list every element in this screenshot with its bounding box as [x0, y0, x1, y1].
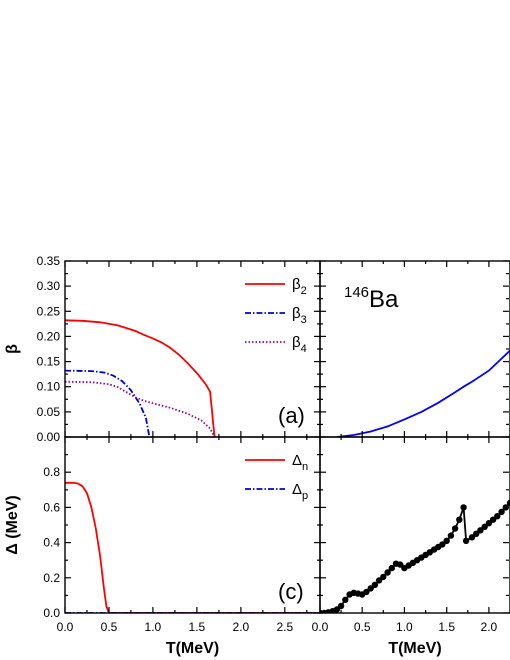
legend-label-a-1: β3 — [292, 305, 307, 326]
data-point-d-41 — [489, 516, 497, 523]
data-point-d-37 — [473, 530, 480, 537]
x-tick-label-c: 1.5 — [189, 620, 206, 634]
data-point-d-15 — [380, 573, 387, 581]
y-tick-label-a: 0.25 — [37, 304, 61, 318]
y-tick-label-a: 0.20 — [37, 329, 61, 343]
data-point-d-34 — [460, 504, 467, 511]
x-tick-label-d: 0.0 — [312, 620, 329, 634]
data-point-d-31 — [447, 532, 455, 539]
x-axis-label-c: T(MeV) — [166, 640, 219, 657]
series-line-c-0 — [65, 481, 320, 613]
panel-label-a: (a) — [278, 403, 305, 428]
data-point-d-44 — [502, 504, 509, 511]
data-point-d-17 — [388, 564, 395, 572]
data-point-d-39 — [481, 523, 488, 530]
series-line-b-0 — [336, 349, 510, 437]
x-tick-label-d: 1.5 — [438, 620, 455, 634]
y-tick-label-c: 0.6 — [43, 500, 60, 514]
panel-d: 0.0 0.5 1.0 1.5 2.0 T(MeV) — [312, 436, 510, 657]
y-tick-label-a: 0.35 — [37, 254, 61, 268]
y-tick-label-a: 0.10 — [37, 380, 61, 394]
x-tick-label-d: 2.0 — [481, 620, 498, 634]
x-tick-label-c: 2.0 — [233, 620, 250, 634]
y-tick-label-c: 0.4 — [43, 536, 60, 550]
data-point-d-4 — [333, 606, 341, 613]
data-point-d-42 — [494, 513, 501, 520]
data-point-d-36 — [468, 534, 476, 541]
data-point-d-33 — [456, 516, 463, 523]
x-tick-label-c: 0.5 — [101, 620, 118, 634]
x-tick-label-c: 1.0 — [145, 620, 162, 634]
x-tick-label-c: 2.5 — [276, 620, 293, 634]
data-point-d-13 — [371, 581, 379, 588]
data-point-d-16 — [384, 569, 391, 576]
y-tick-label-a: 0.30 — [37, 279, 61, 293]
legend-label-a-0: β2 — [292, 276, 307, 297]
axes-frame-d — [319, 436, 510, 614]
data-point-d-5 — [337, 602, 345, 610]
panel-c: 0.0 0.5 1.0 1.5 2.0 2.5 0.0 0.2 0.4 0.6 0.8 T(MeV) Δ… — [4, 436, 509, 657]
data-point-d-40 — [485, 520, 493, 527]
data-point-d-6 — [342, 596, 349, 603]
data-point-d-12 — [367, 585, 374, 592]
x-axis-label-d: T(MeV) — [388, 640, 441, 657]
data-point-d-35 — [462, 537, 470, 544]
data-point-d-11 — [363, 588, 370, 596]
panel-label-c: (c) — [278, 579, 304, 604]
legend-label-a-2: β4 — [292, 334, 307, 355]
nucleus-annotation: 146Ba — [344, 284, 399, 313]
y-tick-label-c: 0.8 — [43, 465, 60, 479]
y-axis-label-a: β — [4, 344, 21, 354]
data-point-d-38 — [477, 527, 484, 534]
data-point-d-45 — [506, 499, 510, 507]
series-line-a-1 — [65, 369, 151, 437]
data-point-d-29 — [439, 541, 446, 548]
x-tick-label-d: 0.5 — [354, 620, 371, 634]
y-tick-label-c: 0.2 — [43, 571, 60, 585]
x-tick-label-c: 0.0 — [57, 620, 74, 634]
data-point-d-30 — [443, 537, 450, 544]
y-tick-label-a: 0.15 — [37, 355, 61, 369]
series-line-a-0 — [65, 319, 216, 437]
panel-a: 0.00 0.05 0.10 0.15 0.20 0.25 0.30 0.35 β (a) β2 β3… — [4, 254, 509, 444]
legend-label-c-1: Δp — [292, 481, 308, 502]
x-tick-label-d: 1.0 — [396, 620, 413, 634]
legend-label-c-0: Δn — [292, 452, 308, 473]
data-point-d-14 — [375, 577, 383, 584]
data-point-d-43 — [498, 508, 505, 515]
y-tick-label-c: 0.0 — [43, 606, 60, 620]
data-point-d-19 — [397, 561, 404, 568]
y-tick-label-a: 0.05 — [37, 405, 61, 419]
data-point-d-32 — [451, 525, 459, 532]
y-axis-label-c: Δ (MeV) — [4, 495, 21, 555]
series-line-a-2 — [65, 380, 216, 437]
y-tick-label-a: 0.00 — [37, 430, 61, 444]
panel-b: 146Ba — [319, 260, 510, 438]
